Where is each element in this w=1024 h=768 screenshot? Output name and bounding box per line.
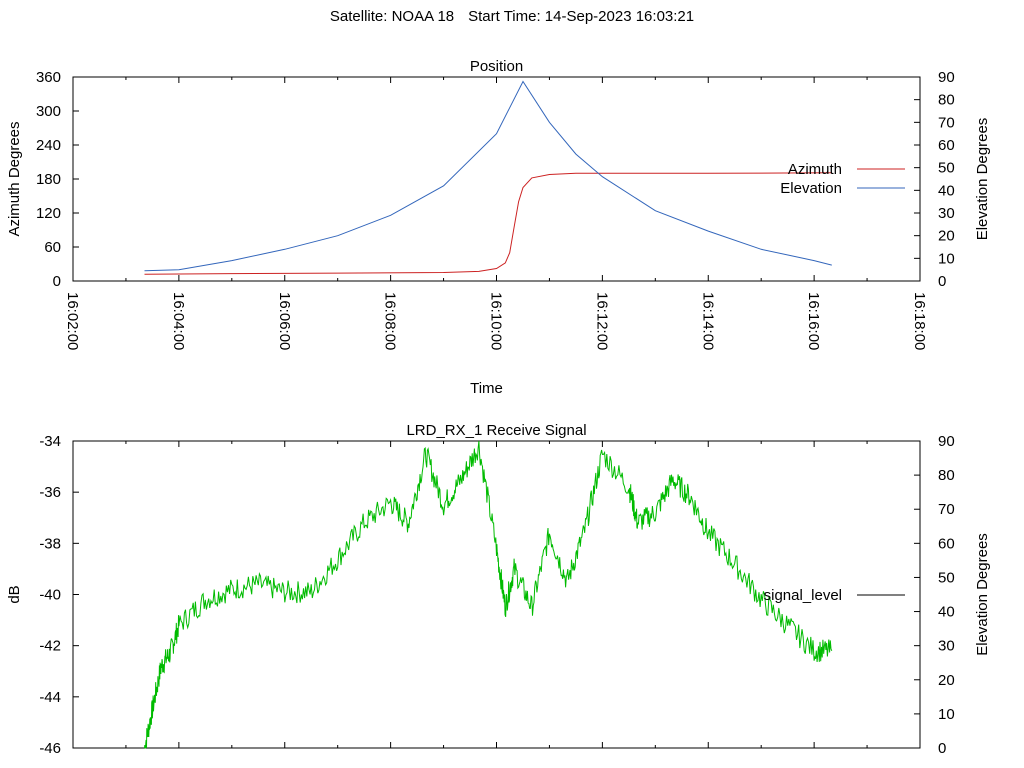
chart-title: Position bbox=[470, 58, 523, 75]
y-axis-tick-label: 360 bbox=[36, 69, 61, 86]
x-axis-label: Time bbox=[470, 380, 503, 397]
x-tick-label: 16:14:00 bbox=[699, 292, 716, 350]
y2-axis-tick-label: 20 bbox=[938, 228, 955, 245]
y-axis-tick-label: -42 bbox=[39, 638, 61, 655]
y2-axis-tick-label: 70 bbox=[938, 114, 955, 131]
y-axis-tick-label: 300 bbox=[36, 103, 61, 120]
x-tick-label: 16:12:00 bbox=[593, 292, 610, 350]
y-axis-tick-label: 120 bbox=[36, 205, 61, 222]
plot-frame bbox=[72, 76, 921, 282]
y-axis-tick-label: -46 bbox=[39, 740, 61, 757]
x-tick-label: 16:10:00 bbox=[488, 292, 505, 350]
satellite-label: Satellite: NOAA 18 bbox=[329, 8, 455, 25]
y2-axis-tick-label: 50 bbox=[938, 569, 955, 586]
y2-axis-tick-label: 30 bbox=[938, 205, 955, 222]
elevation-line bbox=[144, 80, 832, 272]
x-tick-label: 16:04:00 bbox=[170, 292, 187, 350]
y-axis-tick-label: -40 bbox=[39, 587, 61, 604]
y-axis-tick-label: 180 bbox=[36, 171, 61, 188]
legend: Azimuth Elevation bbox=[780, 161, 905, 197]
y-axis-tick-label: -36 bbox=[39, 484, 61, 501]
y-axis-label: Azimuth Degrees bbox=[6, 121, 23, 236]
y-axis-tick-label: -38 bbox=[39, 535, 61, 552]
y2-axis-tick-label: 60 bbox=[938, 535, 955, 552]
legend-label-azimuth: Azimuth bbox=[788, 161, 842, 178]
x-tick-label: 16:02:00 bbox=[64, 292, 81, 350]
azimuth-line bbox=[144, 172, 832, 275]
y2-axis-tick-label: 80 bbox=[938, 467, 955, 484]
y-axis-tick-label: 240 bbox=[36, 137, 61, 154]
y2-axis-tick-label: 90 bbox=[938, 69, 955, 86]
legend: signal_level bbox=[764, 587, 905, 604]
y2-axis-tick-label: 90 bbox=[938, 433, 955, 450]
y-axis-tick-label: -34 bbox=[39, 433, 61, 450]
x-tick-label: 16:16:00 bbox=[805, 292, 822, 350]
y2-axis-tick-label: 30 bbox=[938, 638, 955, 655]
y2-axis-tick-label: 40 bbox=[938, 604, 955, 621]
chart-title: LRD_RX_1 Receive Signal bbox=[406, 422, 586, 439]
y2-axis-tick-label: 70 bbox=[938, 501, 955, 518]
y2-axis-tick-label: 0 bbox=[938, 740, 946, 757]
page-title: Satellite: NOAA 18 Start Time: 14-Sep-202… bbox=[0, 8, 1024, 25]
legend-label-elevation: Elevation bbox=[780, 180, 842, 197]
y2-axis-label: Elevation Degrees bbox=[974, 118, 991, 241]
y2-axis-tick-label: 60 bbox=[938, 137, 955, 154]
y-axis-tick-label: 0 bbox=[53, 273, 61, 290]
y2-axis-tick-label: 10 bbox=[938, 250, 955, 267]
y-axis-label: dB bbox=[6, 585, 23, 603]
signal-level-line bbox=[144, 440, 833, 749]
y2-axis-label: Elevation Degrees bbox=[974, 533, 991, 656]
legend-label-signal-level: signal_level bbox=[764, 587, 842, 604]
x-tick-label: 16:18:00 bbox=[911, 292, 928, 350]
x-tick-label: 16:06:00 bbox=[276, 292, 293, 350]
receive-signal-chart: LRD_RX_1 Receive Signal -46 -44 -42 -40 -38 -3… bbox=[6, 422, 991, 757]
y2-axis-tick-label: 0 bbox=[938, 273, 946, 290]
start-time-label: Start Time: 14-Sep-2023 16:03:21 bbox=[468, 8, 695, 25]
position-chart: Position 0 60 120 180 240 300 360 0 10 20 30 40 50 60 7… bbox=[6, 58, 991, 397]
y2-axis-tick-label: 80 bbox=[938, 92, 955, 109]
y-axis-tick-label: 60 bbox=[44, 239, 61, 256]
y-axis-tick-label: -44 bbox=[39, 689, 61, 706]
y2-axis-tick-label: 40 bbox=[938, 182, 955, 199]
y2-axis-tick-label: 20 bbox=[938, 672, 955, 689]
y2-axis-tick-label: 50 bbox=[938, 160, 955, 177]
x-tick-label: 16:08:00 bbox=[382, 292, 399, 350]
y2-axis-tick-label: 10 bbox=[938, 706, 955, 723]
